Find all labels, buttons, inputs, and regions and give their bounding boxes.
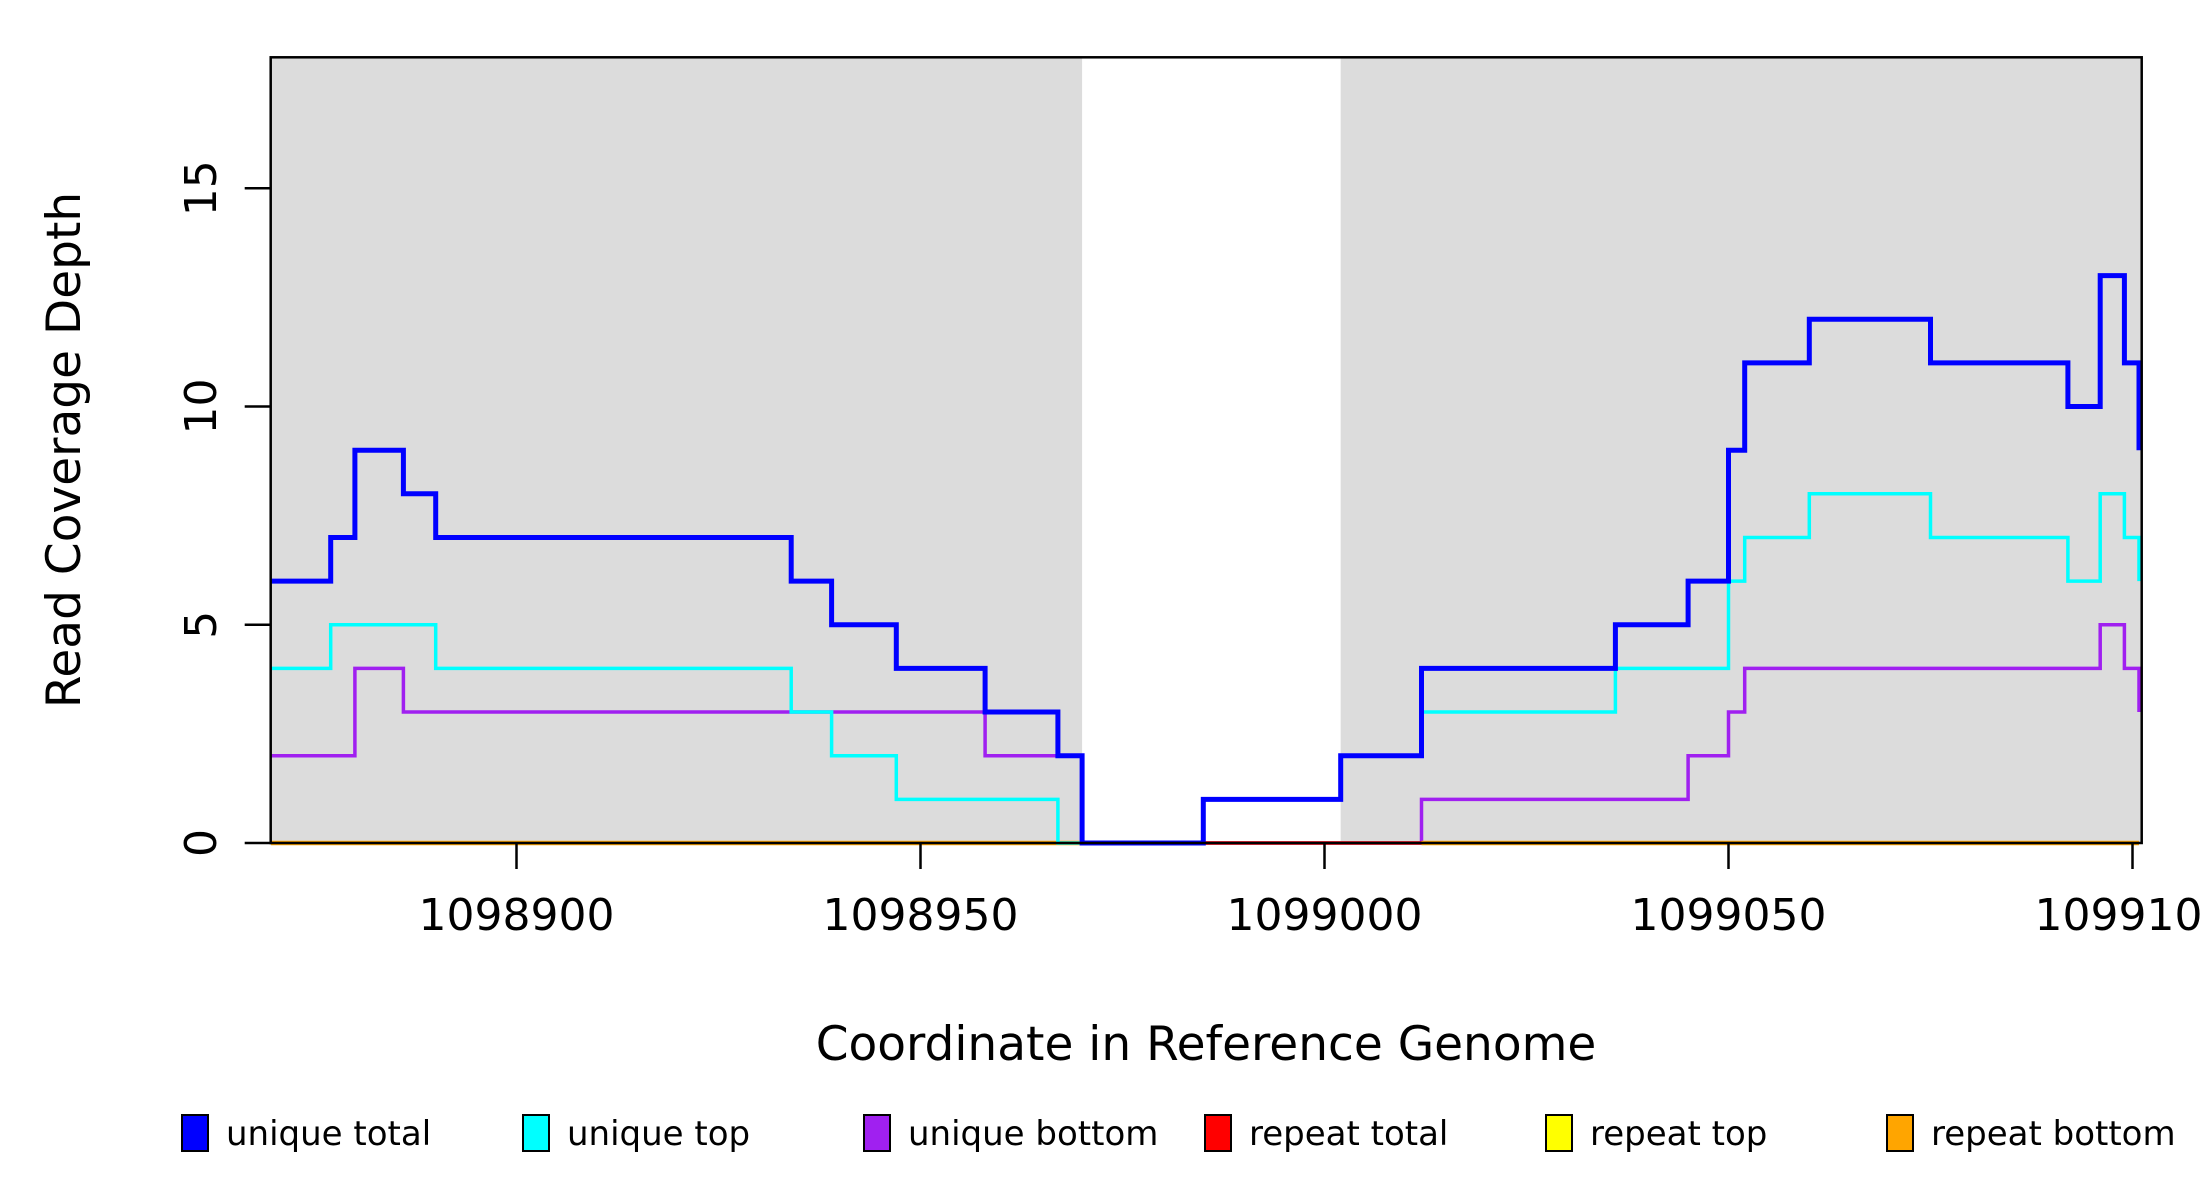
legend-label: unique top: [567, 1114, 750, 1154]
plot-border: [269, 56, 2143, 845]
legend-swatch: [522, 1114, 550, 1152]
legend-label: repeat bottom: [1931, 1114, 2176, 1154]
x-tick-label: 1099000: [1227, 890, 1423, 941]
legend: unique total unique top unique bottom repea…: [181, 1114, 2176, 1154]
legend-item-repeat-bottom: repeat bottom: [1886, 1114, 2176, 1154]
legend-swatch: [1204, 1114, 1232, 1152]
legend-swatch: [863, 1114, 891, 1152]
legend-item-unique-top: unique top: [522, 1114, 750, 1154]
legend-swatch: [181, 1114, 209, 1152]
legend-item-repeat-top: repeat top: [1545, 1114, 1767, 1154]
x-tick-label: 1098950: [823, 890, 1019, 941]
legend-item-unique-total: unique total: [181, 1114, 431, 1154]
y-tick-label: 5: [176, 611, 227, 639]
legend-label: repeat total: [1249, 1114, 1448, 1154]
y-tick-label: 0: [176, 829, 227, 857]
legend-label: unique total: [226, 1114, 431, 1154]
y-axis-title: Read Coverage Depth: [37, 192, 92, 708]
series-unique-bottom: [270, 623, 2141, 845]
legend-item-repeat-total: repeat total: [1204, 1114, 1448, 1154]
y-tick-label: 15: [176, 160, 227, 216]
legend-label: unique bottom: [908, 1114, 1158, 1154]
legend-swatch: [1886, 1114, 1914, 1152]
legend-swatch: [1545, 1114, 1573, 1152]
legend-label: repeat top: [1590, 1114, 1767, 1154]
shaded-repeat-regions: [270, 57, 2142, 844]
x-axis-title: Coordinate in Reference Genome: [816, 1017, 1597, 1072]
y-axis: 0 5 10 15: [176, 160, 271, 857]
y-tick-label: 10: [176, 379, 227, 435]
x-tick-label: 1098900: [419, 890, 615, 941]
x-tick-label: 1099050: [1631, 890, 1827, 941]
series-unique-total: [270, 273, 2142, 846]
legend-item-unique-bottom: unique bottom: [863, 1114, 1158, 1154]
